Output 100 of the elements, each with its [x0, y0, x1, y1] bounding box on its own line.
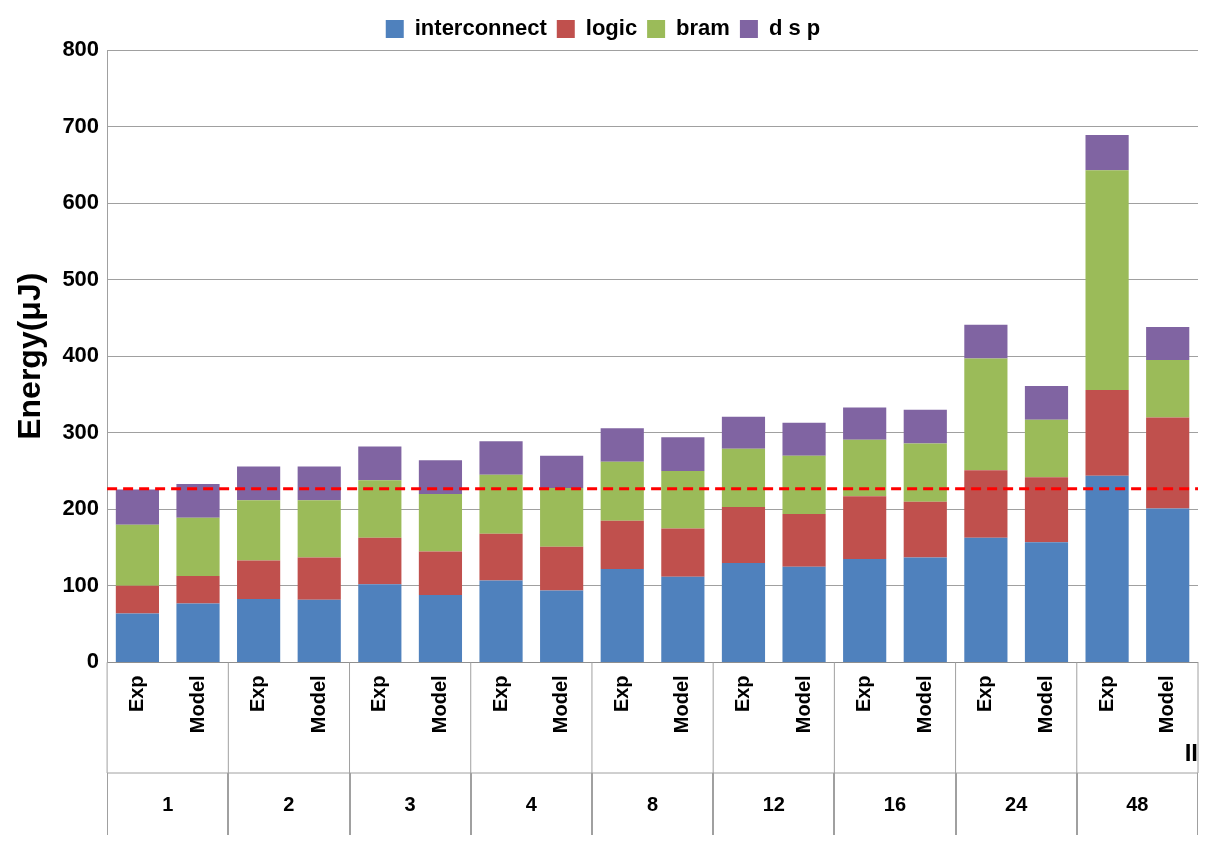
- bar: [661, 528, 705, 577]
- bar: [115, 524, 159, 586]
- y-tick-label: 700: [62, 112, 100, 138]
- bar: [964, 324, 1008, 359]
- y-tick-label: 600: [62, 189, 100, 215]
- bar: [479, 580, 523, 662]
- bar: [418, 551, 463, 596]
- bar: [540, 455, 584, 488]
- bar: [1024, 419, 1069, 478]
- y-tick-label: 400: [62, 342, 100, 368]
- x-tick-label: Exp: [367, 675, 390, 713]
- y-tick-label: 0: [86, 648, 100, 674]
- bar: [237, 598, 281, 662]
- bar: [903, 501, 947, 558]
- bar: [1024, 477, 1069, 543]
- bar: [843, 496, 887, 560]
- bar: [843, 407, 887, 440]
- bar: [418, 595, 463, 662]
- bar: [1024, 386, 1069, 420]
- bar: [418, 460, 463, 495]
- y-axis-title: Energy(μJ): [11, 272, 48, 440]
- text: 16: [883, 792, 907, 816]
- bar: [903, 443, 947, 502]
- x-tick-label: Model: [1155, 675, 1178, 734]
- bar: [1085, 475, 1129, 662]
- bar: [843, 439, 887, 497]
- bar: [1146, 327, 1190, 361]
- text: 4: [525, 792, 537, 816]
- x-tick-label: Model: [549, 675, 572, 734]
- bar: [297, 466, 341, 501]
- text: 1: [162, 792, 174, 816]
- x-tick-label: Exp: [973, 675, 996, 713]
- legend-label: bram: [676, 15, 730, 41]
- bar: [600, 461, 644, 521]
- bar: [115, 585, 159, 614]
- bar: [721, 507, 766, 563]
- x-tick-label: Model: [912, 675, 935, 734]
- bar: [964, 537, 1008, 662]
- bar: [479, 533, 523, 581]
- bar: [358, 537, 402, 585]
- bar: [358, 480, 402, 538]
- bar: [1085, 170, 1129, 390]
- y-tick-label: 300: [62, 418, 100, 444]
- y-tick-label: 100: [62, 571, 100, 597]
- bar: [782, 455, 826, 514]
- x-tick-label: Exp: [124, 675, 147, 713]
- x-tick-label: Model: [427, 675, 450, 734]
- x-tick-label: Exp: [730, 675, 753, 713]
- bar: [600, 520, 644, 570]
- text: 2: [283, 792, 295, 816]
- bar: [782, 422, 826, 456]
- bar: [297, 500, 341, 558]
- bar: [1085, 134, 1129, 171]
- bar: [540, 590, 584, 662]
- bar: [418, 494, 463, 552]
- y-tick-label: 500: [62, 265, 100, 291]
- bar: [297, 557, 341, 600]
- y-tick-label: 800: [62, 36, 100, 62]
- text: 48: [1126, 792, 1149, 816]
- bar: [721, 562, 766, 662]
- bar: [540, 546, 584, 591]
- x-tick-label: Exp: [609, 675, 632, 713]
- text: 24: [1005, 792, 1028, 816]
- bar: [115, 613, 159, 662]
- bar: [1024, 542, 1069, 662]
- bar: [176, 603, 220, 662]
- x-tick-label: Exp: [488, 675, 511, 713]
- bar: [176, 484, 220, 518]
- legend-label: d s p: [768, 15, 821, 41]
- x-tick-label: Model: [185, 675, 208, 734]
- bar: [964, 358, 1008, 471]
- bar: [1085, 389, 1129, 476]
- bar: [479, 441, 523, 475]
- bar: [600, 428, 644, 462]
- bar: [721, 416, 766, 449]
- y-tick-label: 200: [62, 495, 100, 521]
- text: 8: [646, 792, 659, 816]
- bar: [115, 489, 159, 525]
- bar: [782, 566, 826, 662]
- x-tick-label: Model: [1034, 675, 1056, 734]
- bar: [600, 569, 644, 662]
- text: 12: [762, 792, 785, 816]
- x-axis-title: II: [1184, 739, 1198, 767]
- bar: [661, 437, 705, 472]
- bar: [721, 448, 766, 508]
- bar: [358, 584, 402, 662]
- bar: [297, 599, 341, 662]
- bar: [964, 470, 1008, 538]
- x-tick-label: Model: [306, 675, 329, 734]
- x-tick-label: Exp: [1094, 675, 1117, 713]
- bar: [237, 466, 281, 501]
- bar: [1146, 417, 1190, 509]
- bar: [903, 557, 947, 662]
- bar: [479, 474, 523, 534]
- x-tick-label: Exp: [852, 675, 875, 713]
- bar: [903, 409, 947, 444]
- bar: [1146, 360, 1190, 418]
- bar: [661, 471, 705, 529]
- text: 3: [404, 792, 416, 816]
- bar: [358, 446, 402, 481]
